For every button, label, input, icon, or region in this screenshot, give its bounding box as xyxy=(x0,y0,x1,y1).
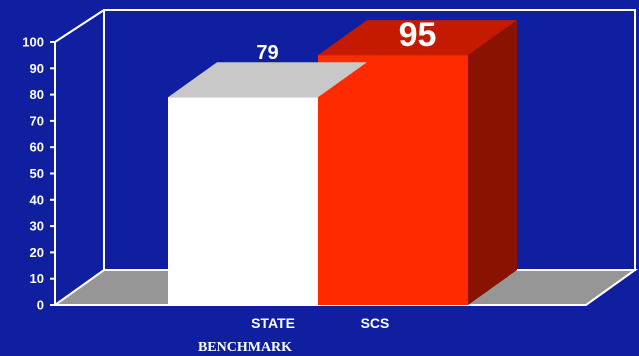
y-tick-label: 60 xyxy=(30,140,44,155)
x-category-label: SCS xyxy=(361,315,390,331)
y-tick-label: 10 xyxy=(30,271,44,286)
y-tick-label: 20 xyxy=(30,245,44,260)
x-category-label: STATE xyxy=(251,315,295,331)
category-labels: STATE BENCHMARK SCS xyxy=(198,315,389,355)
y-axis-ticks: 0 10 20 30 40 50 60 70 80 90 100 xyxy=(22,35,55,313)
bar-side xyxy=(468,20,517,306)
y-tick-label: 100 xyxy=(22,35,44,50)
bar-top xyxy=(168,62,367,98)
back-wall-depth-line xyxy=(54,9,105,43)
bar xyxy=(168,97,318,305)
bar xyxy=(318,55,468,306)
bar-value-label: 79 xyxy=(256,42,278,64)
bars: 95 79 xyxy=(168,16,517,306)
bar-top xyxy=(318,20,517,56)
y-tick-label: 80 xyxy=(30,87,44,102)
bar-value-label: 95 xyxy=(399,16,437,54)
y-tick-label: 30 xyxy=(30,219,44,234)
x-category-sublabel: BENCHMARK xyxy=(198,340,292,355)
y-tick-label: 90 xyxy=(30,61,44,76)
y-tick-label: 40 xyxy=(30,192,44,207)
y-tick-label: 0 xyxy=(37,298,44,313)
y-tick-label: 50 xyxy=(30,166,44,181)
y-tick-label: 70 xyxy=(30,113,44,128)
